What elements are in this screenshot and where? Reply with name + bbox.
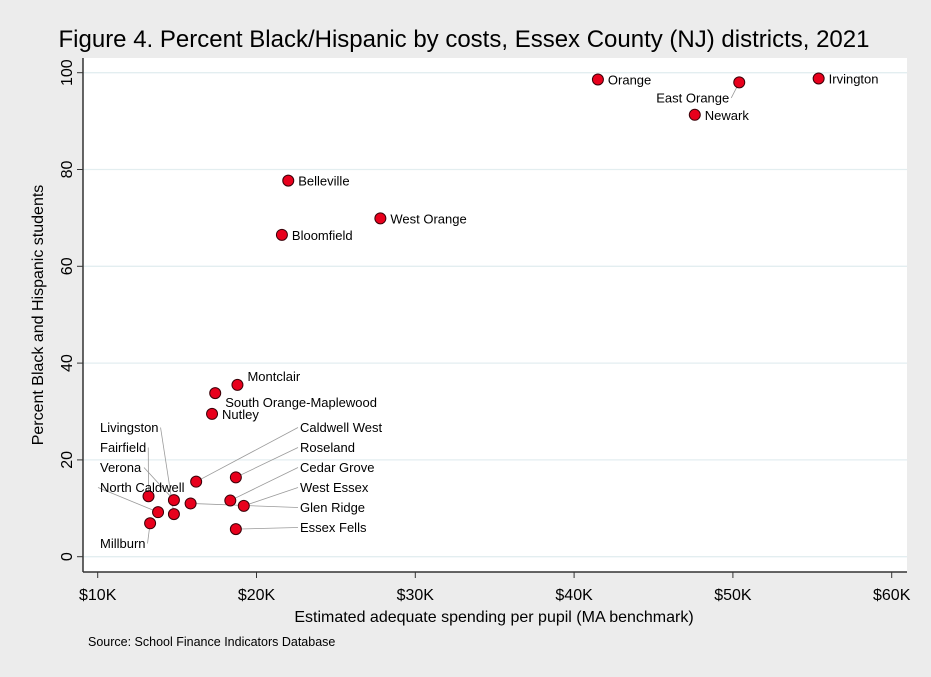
point-label: Orange [608, 72, 651, 87]
data-point [231, 378, 244, 391]
point-label: Irvington [829, 72, 879, 87]
data-point [142, 490, 155, 503]
point-label: Glen Ridge [300, 500, 365, 515]
point-label: Belleville [298, 174, 349, 189]
data-point [209, 387, 222, 400]
data-point [237, 499, 250, 512]
data-points [142, 72, 825, 536]
x-tick-label: $30K [397, 587, 435, 604]
y-tick-label: 100 [59, 59, 76, 86]
data-point [733, 76, 746, 89]
data-point [184, 497, 197, 510]
point-label: Livingston [100, 420, 159, 435]
data-point [167, 494, 180, 507]
point-labels: Orange East Orange Irvington Newark Bellevil… [100, 72, 879, 551]
point-label: Millburn [100, 536, 146, 551]
data-point [144, 517, 157, 530]
point-label: East Orange [656, 90, 729, 105]
data-point [229, 523, 242, 536]
data-point [229, 471, 242, 484]
point-label: North Caldwell [100, 480, 185, 495]
data-point [812, 72, 825, 85]
source-note: Source: School Finance Indicators Databa… [88, 635, 335, 649]
axes: 0 20 40 60 80 100 $10K $20K $30K $40K $50K $60K [59, 58, 911, 604]
chart-title: Figure 4. Percent Black/Hispanic by cost… [59, 26, 870, 53]
y-tick-label: 20 [59, 451, 76, 469]
y-axis-label: Percent Black and Hispanic students [30, 185, 47, 446]
x-axis-label: Estimated adequate spending per pupil (M… [294, 609, 693, 626]
x-tick-label: $20K [238, 587, 276, 604]
label-leader-line [235, 447, 299, 478]
data-point [206, 407, 219, 420]
point-label: Caldwell West [300, 420, 383, 435]
point-label: Cedar Grove [300, 460, 374, 475]
y-tick-label: 40 [59, 354, 76, 372]
point-label: Verona [100, 460, 142, 475]
x-tick-label: $10K [79, 587, 117, 604]
point-label: Roseland [300, 440, 355, 455]
point-label: West Orange [390, 211, 466, 226]
gridlines [83, 72, 907, 558]
data-point [374, 212, 387, 225]
point-label: Nutley [222, 407, 259, 422]
point-label: Montclair [247, 369, 300, 384]
point-label: Essex Fells [300, 520, 367, 535]
x-tick-label: $60K [873, 587, 911, 604]
y-tick-label: 0 [59, 552, 76, 561]
point-label: Newark [705, 108, 750, 123]
point-label: West Essex [300, 480, 369, 495]
point-label: Bloomfield [292, 228, 353, 243]
point-label: Fairfield [100, 440, 146, 455]
point-label: South Orange-Maplewood [225, 395, 377, 410]
data-point [224, 494, 237, 507]
label-leader-line [235, 527, 299, 530]
label-leader-line [97, 487, 159, 513]
data-point [167, 508, 180, 521]
data-point [282, 174, 295, 187]
y-tick-label: 60 [59, 257, 76, 275]
label-leader-line [195, 427, 299, 483]
label-leader-line [243, 487, 299, 507]
data-point [591, 73, 604, 86]
label-leader-line [143, 467, 175, 501]
data-point [275, 228, 288, 241]
x-tick-label: $50K [714, 587, 752, 604]
data-point [688, 108, 701, 121]
label-leader-line [230, 467, 299, 501]
plot-area [83, 58, 907, 572]
y-tick-label: 80 [59, 161, 76, 179]
data-point [190, 475, 203, 488]
x-tick-label: $40K [555, 587, 593, 604]
data-point [152, 506, 165, 519]
